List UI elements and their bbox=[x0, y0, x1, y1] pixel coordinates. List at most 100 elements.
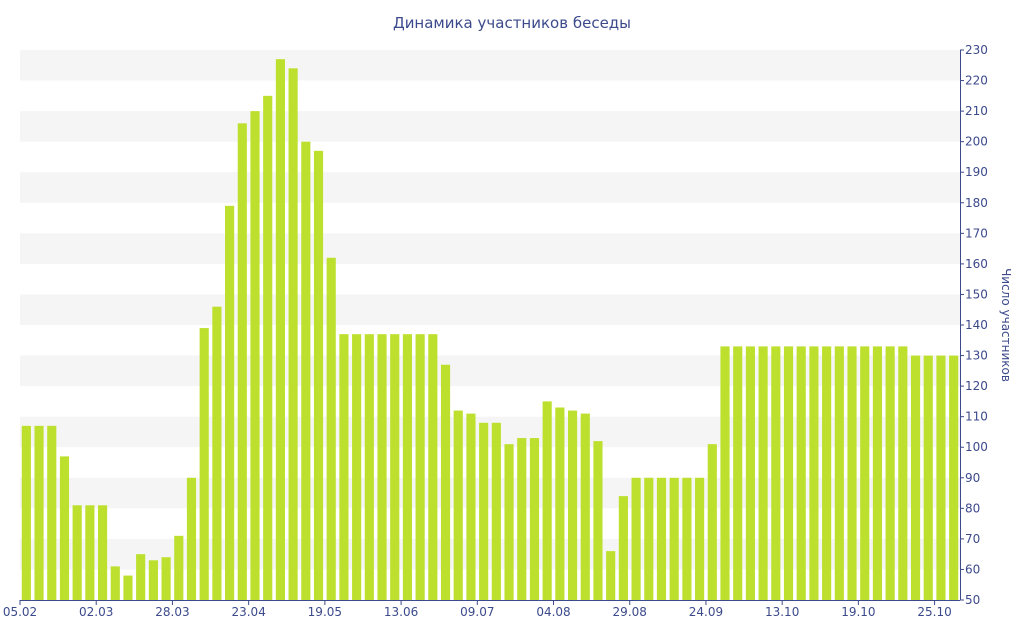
x-tick-label: 09.07 bbox=[460, 605, 494, 619]
bar bbox=[250, 111, 260, 601]
bar bbox=[47, 425, 57, 600]
bar bbox=[606, 551, 616, 600]
bar bbox=[326, 257, 336, 600]
bar bbox=[364, 334, 374, 600]
bar bbox=[733, 346, 743, 600]
x-tick-label: 19.10 bbox=[841, 605, 875, 619]
bar bbox=[85, 505, 95, 600]
bar bbox=[542, 401, 552, 600]
bar bbox=[59, 456, 70, 600]
axes-group bbox=[19, 49, 964, 605]
y-tick-label: 80 bbox=[965, 501, 980, 515]
bar bbox=[174, 535, 184, 600]
y-tick-label: 120 bbox=[965, 379, 988, 393]
bar bbox=[885, 346, 895, 600]
bar bbox=[352, 334, 362, 600]
bar bbox=[504, 444, 514, 600]
bar bbox=[936, 355, 946, 600]
x-tick-label: 05.02 bbox=[3, 605, 37, 619]
bar bbox=[707, 444, 717, 600]
bar bbox=[301, 141, 311, 601]
bar bbox=[758, 346, 768, 600]
y-tick-label: 100 bbox=[965, 440, 988, 454]
bar bbox=[148, 560, 158, 600]
bar bbox=[186, 477, 197, 600]
bar bbox=[529, 438, 540, 600]
bar bbox=[872, 346, 883, 600]
x-tick-label: 04.08 bbox=[536, 605, 570, 619]
y-tick-label: 230 bbox=[965, 43, 988, 57]
bar bbox=[771, 346, 781, 600]
bar bbox=[263, 95, 273, 600]
grid-band bbox=[20, 233, 960, 264]
y-tick-label: 70 bbox=[965, 532, 980, 546]
bar bbox=[593, 441, 603, 600]
bar bbox=[809, 346, 819, 600]
x-tick-label: 23.04 bbox=[231, 605, 265, 619]
x-tick-label: 25.10 bbox=[917, 605, 951, 619]
bar bbox=[110, 566, 120, 600]
grid-band bbox=[20, 416, 960, 448]
x-tick-label: 28.03 bbox=[155, 605, 189, 619]
y-tick-label: 130 bbox=[965, 349, 988, 363]
bar bbox=[720, 346, 730, 600]
bar bbox=[453, 410, 463, 600]
bar bbox=[898, 346, 908, 600]
y-tick-label: 180 bbox=[965, 196, 988, 210]
bar bbox=[745, 346, 755, 600]
grid-band bbox=[20, 477, 960, 509]
bar bbox=[847, 346, 857, 600]
grid-band bbox=[20, 172, 960, 203]
bar bbox=[834, 346, 844, 600]
bars-group bbox=[21, 59, 959, 601]
x-tick-label: 24.09 bbox=[689, 605, 723, 619]
x-tick-label: 13.06 bbox=[384, 605, 418, 619]
bar bbox=[618, 496, 628, 600]
y-tick-label: 190 bbox=[965, 165, 988, 179]
x-tick-label: 29.08 bbox=[613, 605, 647, 619]
bar bbox=[288, 68, 298, 600]
bar bbox=[644, 477, 654, 600]
grid-bands bbox=[20, 50, 960, 570]
bar bbox=[822, 346, 832, 600]
bar bbox=[212, 306, 222, 600]
bar bbox=[923, 355, 933, 600]
bar bbox=[796, 346, 806, 600]
bar bbox=[656, 477, 667, 600]
bar bbox=[466, 413, 476, 600]
bar bbox=[440, 364, 451, 600]
grid-band bbox=[20, 355, 960, 387]
bar bbox=[313, 150, 324, 600]
bar bbox=[669, 477, 679, 600]
bar bbox=[21, 425, 31, 600]
bar bbox=[275, 59, 285, 601]
bar bbox=[415, 334, 425, 600]
bar bbox=[491, 422, 501, 600]
x-tick-label: 19.05 bbox=[308, 605, 342, 619]
y-tick-label: 210 bbox=[965, 104, 988, 118]
chart-title: Динамика участников беседы bbox=[393, 14, 631, 32]
bar bbox=[783, 346, 794, 600]
y-tick-label: 150 bbox=[965, 287, 988, 301]
y-tick-label: 170 bbox=[965, 226, 988, 240]
bar bbox=[123, 575, 133, 600]
bar bbox=[237, 123, 247, 600]
y-tick-label: 220 bbox=[965, 74, 988, 88]
grid-band bbox=[20, 294, 960, 325]
bar bbox=[631, 477, 641, 600]
bar bbox=[97, 505, 108, 600]
grid-band bbox=[20, 538, 960, 570]
bar bbox=[695, 477, 705, 600]
bar bbox=[555, 407, 565, 600]
y-tick-label: 160 bbox=[965, 257, 988, 271]
bar bbox=[72, 505, 82, 600]
bar bbox=[161, 557, 171, 600]
bar bbox=[428, 334, 438, 600]
bar bbox=[199, 328, 209, 600]
y-tick-label: 50 bbox=[965, 593, 980, 607]
bar bbox=[34, 425, 44, 600]
x-tick-label: 13.10 bbox=[765, 605, 799, 619]
bar bbox=[136, 554, 146, 600]
bar bbox=[910, 355, 921, 600]
bar bbox=[682, 477, 692, 600]
